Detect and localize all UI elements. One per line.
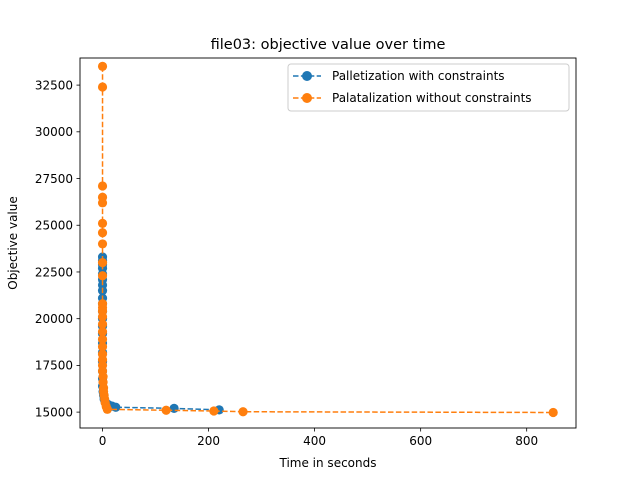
- y-tick-label: 32500: [35, 78, 73, 92]
- plot-area: [97, 61, 558, 418]
- data-point: [102, 404, 112, 414]
- y-tick-label: 15000: [35, 405, 73, 419]
- legend-box: [287, 63, 570, 112]
- legend-marker-palatalization-without-constraints: [302, 93, 312, 103]
- data-point: [169, 403, 179, 413]
- data-point: [238, 407, 248, 417]
- data-point: [97, 319, 108, 329]
- data-point: [97, 181, 108, 191]
- data-point: [97, 342, 108, 352]
- legend-label-palletization-with-constraints: Palletization with constraints: [332, 69, 505, 83]
- data-point: [97, 218, 108, 228]
- data-point: [97, 198, 108, 208]
- axes-frame: [79, 57, 577, 429]
- legend-marker-palletization-with-constraints: [302, 71, 312, 81]
- data-point: [97, 312, 108, 322]
- y-tick-label: 27500: [35, 172, 73, 186]
- x-axis-title: Time in seconds: [279, 456, 377, 470]
- x-tick-label: 200: [197, 434, 220, 448]
- data-point: [209, 406, 219, 416]
- y-tick-label: 30000: [35, 125, 73, 139]
- chart-title: file03: objective value over time: [211, 37, 446, 53]
- data-point: [97, 228, 108, 238]
- y-axis-title: Objective value: [6, 196, 20, 290]
- y-tick-label: 22500: [35, 265, 73, 279]
- y-tick-label: 17500: [35, 359, 73, 373]
- y-tick-label: 20000: [35, 312, 73, 326]
- data-point: [97, 334, 108, 344]
- x-tick-label: 0: [99, 434, 107, 448]
- data-point: [97, 327, 108, 337]
- x-tick-label: 800: [515, 434, 538, 448]
- x-axis-ticks: 0 200 400 600 800: [99, 428, 538, 448]
- y-tick-label: 25000: [35, 219, 73, 233]
- data-point: [111, 402, 121, 412]
- data-point: [548, 407, 558, 418]
- y-axis-ticks: 15000 17500 20000 22500 25000 27500 30000 32500: [35, 78, 80, 419]
- data-point: [97, 239, 108, 249]
- x-tick-label: 400: [303, 434, 326, 448]
- x-tick-label: 600: [409, 434, 432, 448]
- legend-label-palatalization-without-constraints: Palatalization without constraints: [332, 91, 532, 105]
- series-palatalization-without-constraints: [97, 61, 558, 418]
- data-point: [97, 271, 108, 281]
- data-point: [161, 405, 171, 415]
- legend: Palletization with constraints Palataliz…: [287, 63, 570, 112]
- data-point: [97, 82, 108, 92]
- data-point: [97, 61, 108, 72]
- data-point: [97, 258, 108, 268]
